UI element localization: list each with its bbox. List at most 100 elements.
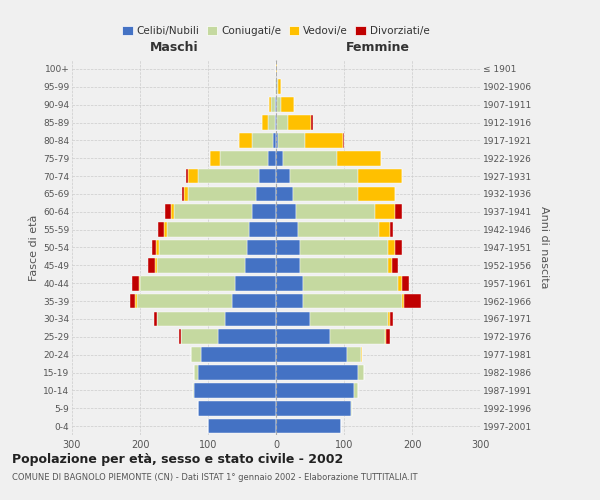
Bar <box>276 348 347 362</box>
Bar <box>276 62 277 76</box>
Bar <box>358 168 402 184</box>
Bar <box>208 419 276 434</box>
Bar <box>276 98 277 112</box>
Bar <box>232 294 276 308</box>
Bar <box>159 240 247 255</box>
Bar <box>276 312 310 326</box>
Bar <box>181 330 218 344</box>
Bar <box>404 294 421 308</box>
Bar <box>179 330 181 344</box>
Bar <box>386 330 389 344</box>
Bar <box>276 115 277 130</box>
Bar <box>275 98 276 112</box>
Bar <box>395 204 402 219</box>
Bar <box>281 98 295 112</box>
Bar <box>395 240 402 255</box>
Bar <box>225 312 276 326</box>
Text: Femmine: Femmine <box>346 40 410 54</box>
Bar <box>275 115 276 130</box>
Bar <box>392 258 398 272</box>
Bar <box>278 80 281 94</box>
Bar <box>139 276 140 290</box>
Bar <box>157 312 225 326</box>
Bar <box>300 240 388 255</box>
Bar <box>277 115 287 130</box>
Bar <box>269 98 271 112</box>
Bar <box>137 294 232 308</box>
Bar <box>174 204 252 219</box>
Bar <box>201 348 276 362</box>
Bar <box>239 133 252 148</box>
Bar <box>388 240 395 255</box>
Bar <box>351 401 352 415</box>
Bar <box>379 222 389 237</box>
Bar <box>218 330 276 344</box>
Bar <box>157 258 245 272</box>
Bar <box>135 294 137 308</box>
Text: Popolazione per età, sesso e stato civile - 2002: Popolazione per età, sesso e stato civil… <box>12 452 343 466</box>
Bar <box>303 294 402 308</box>
Bar <box>262 115 268 130</box>
Bar <box>343 133 344 148</box>
Bar <box>152 240 155 255</box>
Bar <box>287 115 311 130</box>
Bar <box>388 312 389 326</box>
Bar <box>276 276 303 290</box>
Text: COMUNE DI BAGNOLO PIEMONTE (CN) - Dati ISTAT 1° gennaio 2002 - Elaborazione TUTT: COMUNE DI BAGNOLO PIEMONTE (CN) - Dati I… <box>12 472 418 482</box>
Bar <box>398 276 402 290</box>
Bar <box>402 294 404 308</box>
Bar <box>198 168 259 184</box>
Bar <box>259 168 276 184</box>
Bar <box>194 365 198 380</box>
Bar <box>191 348 201 362</box>
Bar <box>148 258 155 272</box>
Bar <box>245 258 276 272</box>
Bar <box>277 80 278 94</box>
Bar <box>331 330 385 344</box>
Bar <box>154 312 157 326</box>
Bar <box>155 240 159 255</box>
Bar <box>276 222 298 237</box>
Bar <box>402 276 409 290</box>
Bar <box>276 186 293 201</box>
Bar <box>276 401 351 415</box>
Bar <box>278 133 305 148</box>
Bar <box>194 383 276 398</box>
Bar <box>283 151 337 166</box>
Bar <box>155 258 157 272</box>
Bar <box>256 186 276 201</box>
Bar <box>347 348 361 362</box>
Bar <box>252 204 276 219</box>
Bar <box>158 222 164 237</box>
Y-axis label: Fasce di età: Fasce di età <box>29 214 39 280</box>
Bar <box>358 186 395 201</box>
Bar <box>167 222 249 237</box>
Bar <box>184 186 188 201</box>
Bar <box>220 151 268 166</box>
Legend: Celibi/Nubili, Coniugati/e, Vedovi/e, Divorziati/e: Celibi/Nubili, Coniugati/e, Vedovi/e, Di… <box>118 22 434 40</box>
Bar <box>305 133 343 148</box>
Bar <box>293 186 358 201</box>
Bar <box>164 222 167 237</box>
Bar <box>277 98 281 112</box>
Bar <box>385 330 386 344</box>
Bar <box>268 115 275 130</box>
Y-axis label: Anni di nascita: Anni di nascita <box>539 206 548 289</box>
Bar <box>354 383 358 398</box>
Bar <box>188 186 256 201</box>
Bar <box>249 222 276 237</box>
Bar <box>311 115 313 130</box>
Bar <box>388 258 392 272</box>
Bar <box>276 365 358 380</box>
Bar <box>389 312 393 326</box>
Bar <box>130 294 135 308</box>
Bar <box>300 258 388 272</box>
Bar <box>188 168 198 184</box>
Bar <box>276 204 296 219</box>
Bar <box>298 222 379 237</box>
Bar <box>290 168 358 184</box>
Bar <box>140 276 235 290</box>
Bar <box>132 276 139 290</box>
Bar <box>276 294 303 308</box>
Bar <box>276 330 331 344</box>
